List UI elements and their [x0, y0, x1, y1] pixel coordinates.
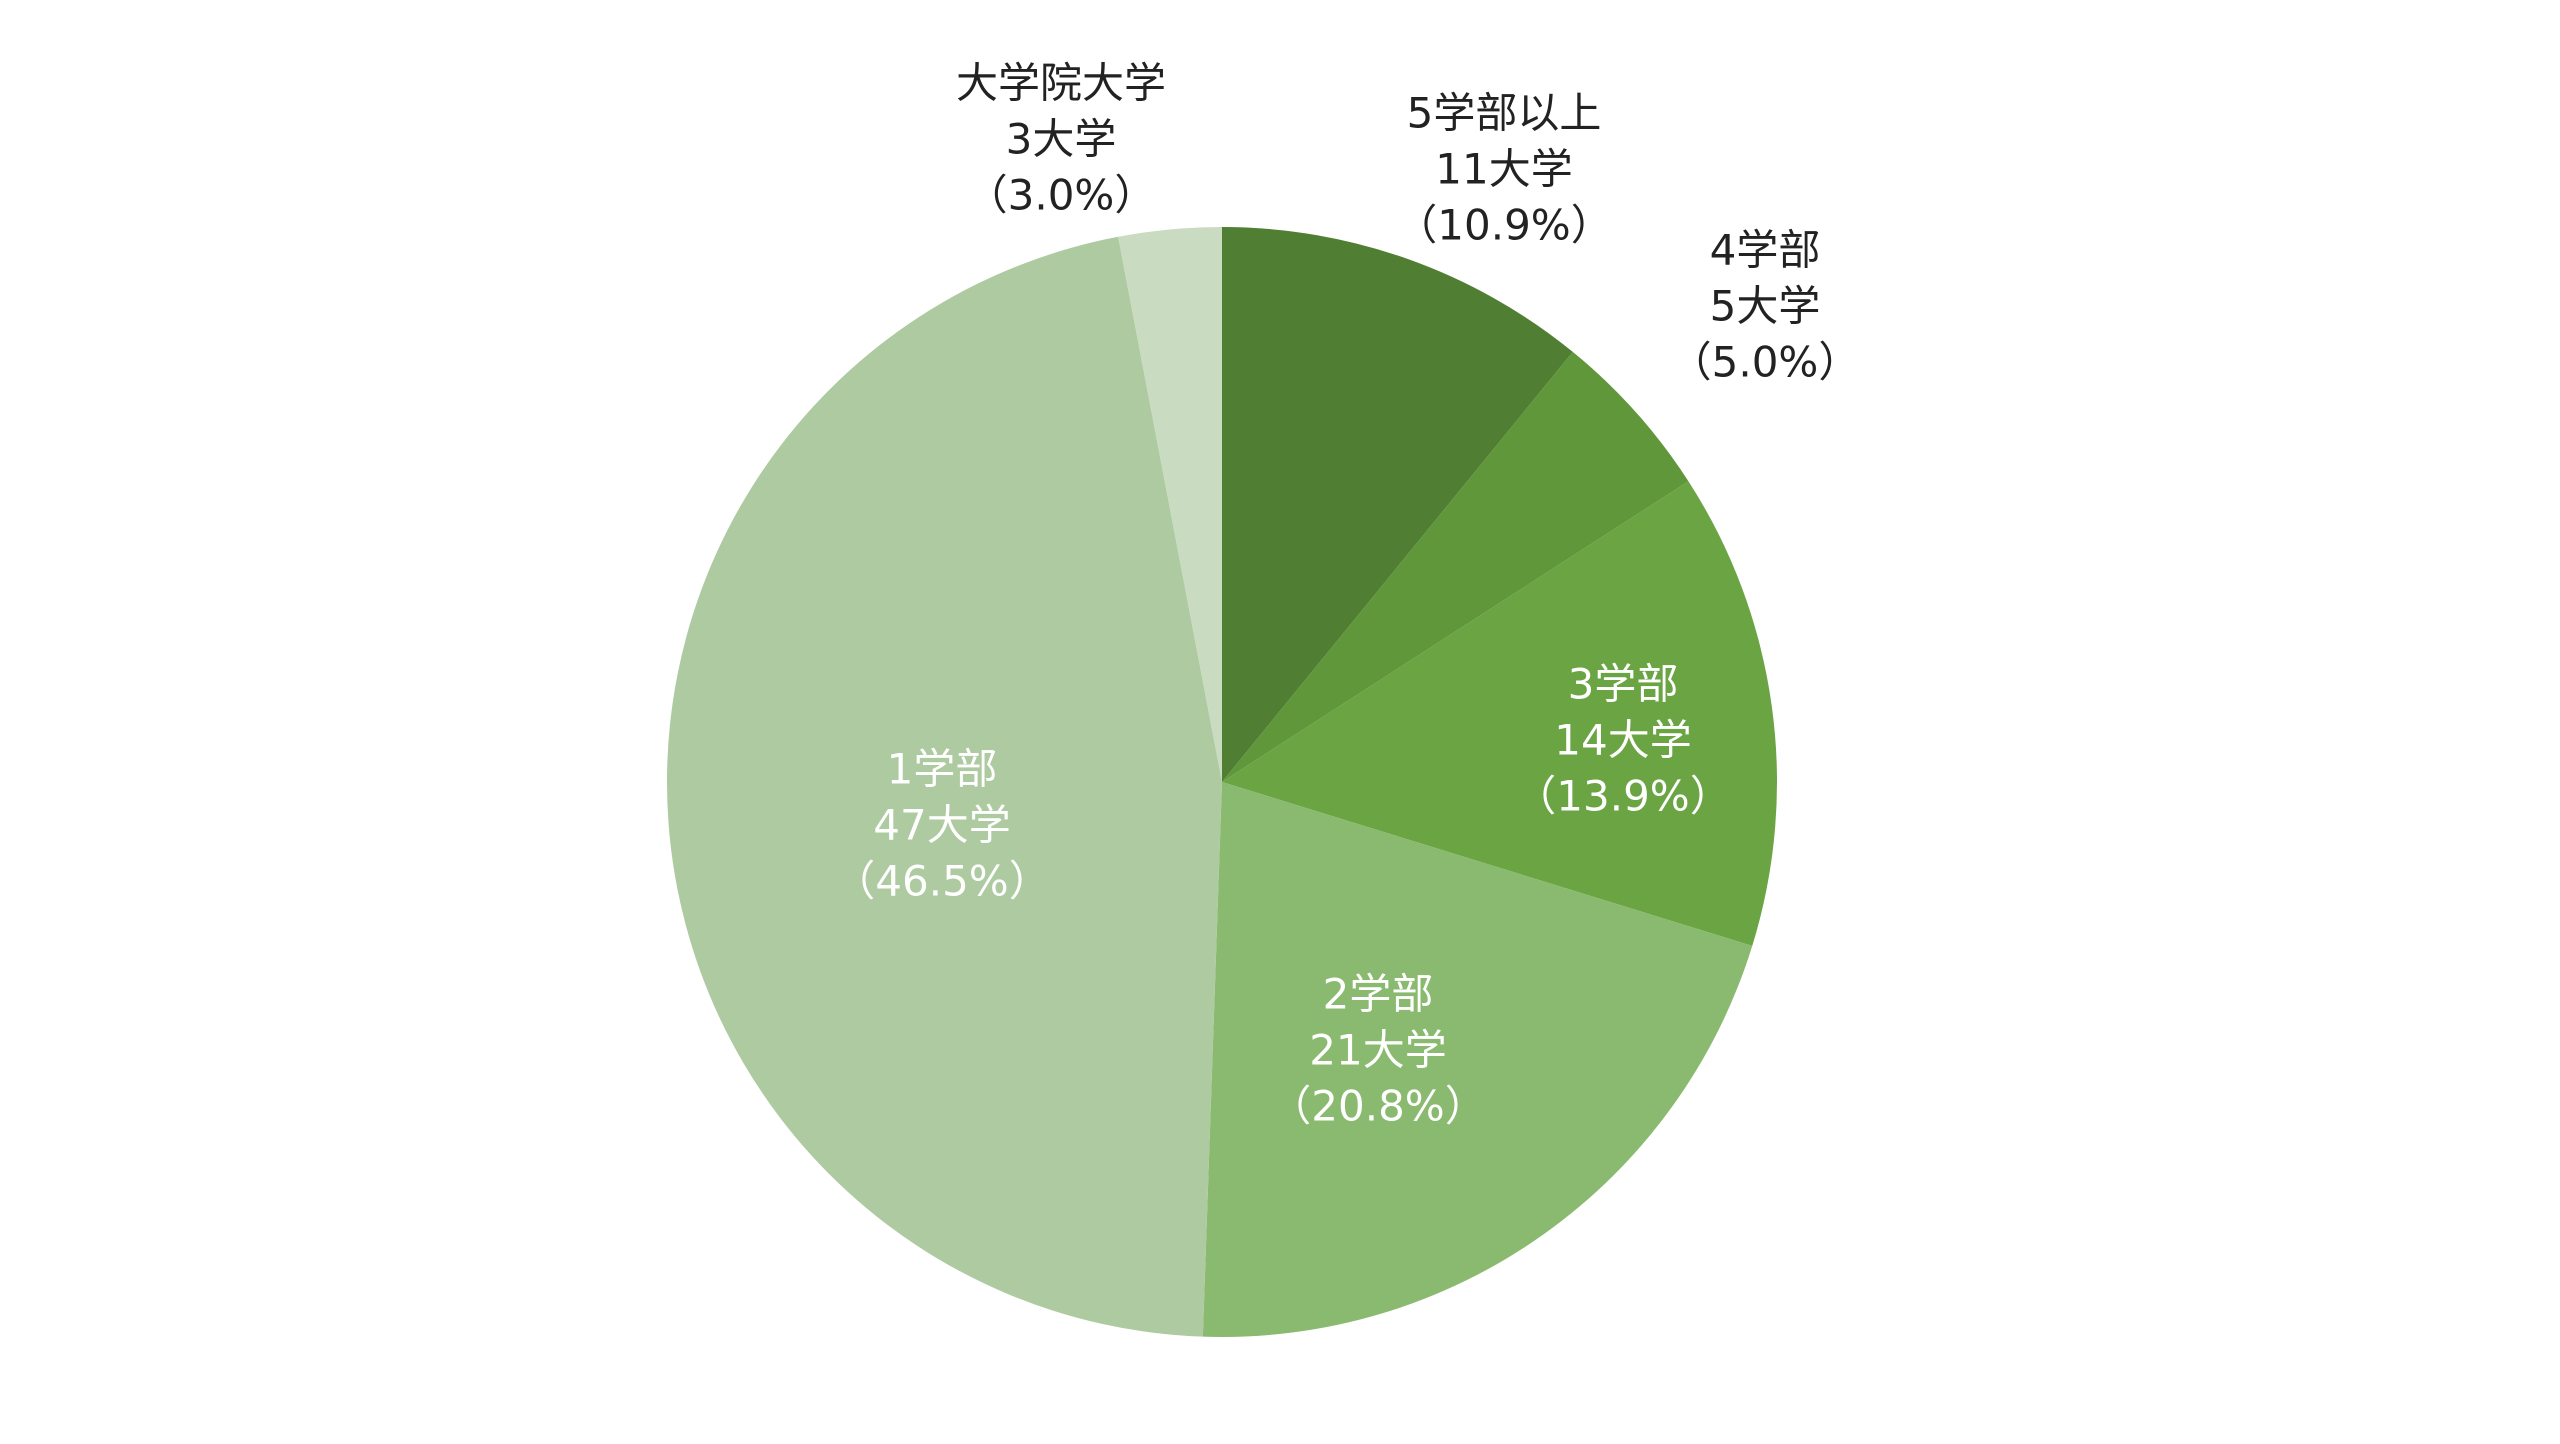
- slice-category-label: 1学部: [887, 745, 998, 794]
- slice-count-label: 5大学: [1710, 282, 1821, 331]
- slice-category-label: 2学部: [1323, 970, 1434, 1019]
- slice-count-label: 47大学: [873, 801, 1010, 850]
- slice-count-label: 14大学: [1554, 716, 1691, 765]
- slice-percent-label: （46.5%）: [833, 857, 1050, 906]
- slice-percent-label: （13.9%）: [1514, 772, 1731, 821]
- slice-count-label: 11大学: [1435, 145, 1572, 194]
- slice-category-label: 大学院大学: [956, 59, 1166, 108]
- slice-percent-label: （10.9%）: [1395, 201, 1612, 250]
- slice-count-label: 21大学: [1309, 1026, 1446, 1075]
- slice-count-label: 3大学: [1006, 115, 1117, 164]
- slice-category-label: 4学部: [1710, 226, 1821, 275]
- slice-percent-label: （5.0%）: [1670, 338, 1861, 387]
- pie-slice: [667, 236, 1222, 1337]
- pie-slice: [1222, 227, 1573, 782]
- slice-percent-label: （20.8%）: [1269, 1082, 1486, 1131]
- pie-slice: [1118, 227, 1222, 782]
- slice-percent-label: （3.0%）: [966, 171, 1157, 220]
- pie-slice: [1222, 481, 1778, 946]
- slice-category-label: 5学部以上: [1407, 89, 1602, 138]
- slice-category-label: 3学部: [1568, 660, 1679, 709]
- pie-slice: [1222, 351, 1689, 782]
- pie-slice: [1202, 782, 1753, 1337]
